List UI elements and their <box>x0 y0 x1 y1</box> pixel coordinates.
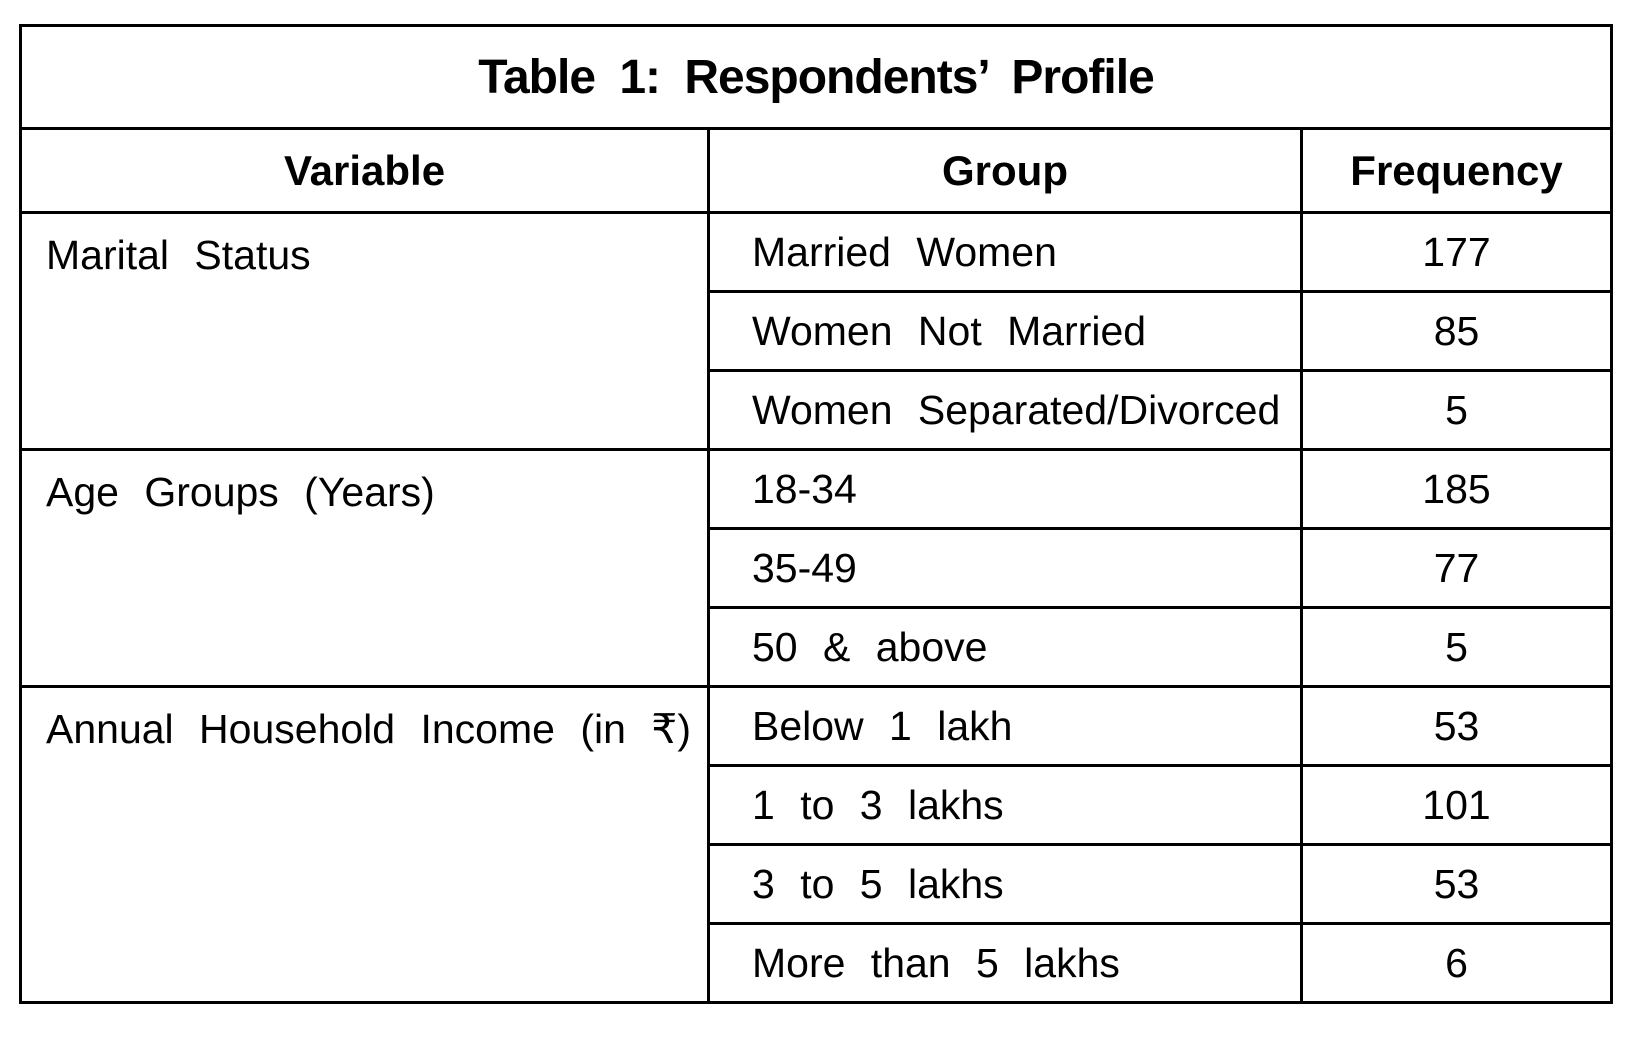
frequency-cell: 6 <box>1300 922 1613 1004</box>
column-header-frequency: Frequency <box>1300 127 1613 214</box>
group-cell: 1 to 3 lakhs <box>707 764 1303 846</box>
table-row: Women Separated/Divorced 5 <box>21 369 1613 451</box>
group-cell: Below 1 lakh <box>707 685 1303 767</box>
frequency-cell: 5 <box>1300 606 1613 688</box>
variable-cell-annual-household-income: Annual Household Income (in ₹) <box>19 685 710 1004</box>
frequency-cell: 101 <box>1300 764 1613 846</box>
frequency-cell: 85 <box>1300 290 1613 372</box>
frequency-cell: 177 <box>1300 211 1613 293</box>
frequency-cell: 185 <box>1300 448 1613 530</box>
frequency-cell: 77 <box>1300 527 1613 609</box>
group-cell: More than 5 lakhs <box>707 922 1303 1004</box>
group-cell: 35-49 <box>707 527 1303 609</box>
table-row: Women Not Married 85 <box>21 290 1613 372</box>
group-cell: 3 to 5 lakhs <box>707 843 1303 925</box>
table-row: 35-49 77 <box>21 527 1613 609</box>
table-row: 3 to 5 lakhs 53 <box>21 843 1613 925</box>
group-cell: 50 & above <box>707 606 1303 688</box>
table-header-row: Variable Group Frequency <box>19 127 1613 214</box>
group-cell: Women Separated/Divorced <box>707 369 1303 451</box>
group-cell: Women Not Married <box>707 290 1303 372</box>
column-header-variable: Variable <box>19 127 710 214</box>
respondents-profile-table: Table 1: Respondents’ Profile Variable G… <box>19 24 1613 1004</box>
table-title-row: Table 1: Respondents’ Profile <box>19 24 1613 130</box>
frequency-cell: 53 <box>1300 685 1613 767</box>
table-row: Annual Household Income (in ₹) Below 1 l… <box>19 685 1613 1004</box>
table-row: 50 & above 5 <box>21 606 1613 688</box>
variable-cell-age-groups: Age Groups (Years) <box>19 448 710 688</box>
variable-cell-marital-status: Marital Status <box>19 211 710 451</box>
frequency-cell: 53 <box>1300 843 1613 925</box>
group-cell: Married Women <box>707 211 1303 293</box>
table-row: 1 to 3 lakhs 101 <box>21 764 1613 846</box>
table-row: Age Groups (Years) 18-34 185 <box>19 448 1613 688</box>
table-row: More than 5 lakhs 6 <box>21 922 1613 1004</box>
column-header-group: Group <box>707 127 1303 214</box>
table-row: Marital Status Married Women 177 <box>19 211 1613 451</box>
table-title: Table 1: Respondents’ Profile <box>19 24 1613 130</box>
frequency-cell: 5 <box>1300 369 1613 451</box>
group-cell: 18-34 <box>707 448 1303 530</box>
